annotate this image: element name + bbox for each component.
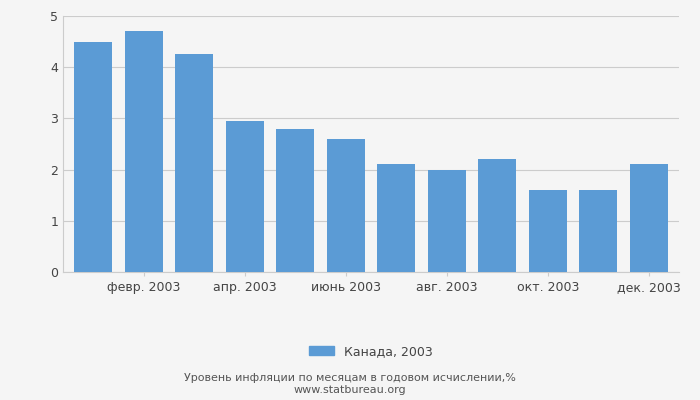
Bar <box>428 170 466 272</box>
Bar <box>377 164 415 272</box>
Bar <box>327 139 365 272</box>
Text: www.statbureau.org: www.statbureau.org <box>294 385 406 395</box>
Bar <box>226 121 264 272</box>
Bar <box>580 190 617 272</box>
Text: Уровень инфляции по месяцам в годовом исчислении,%: Уровень инфляции по месяцам в годовом ис… <box>184 373 516 383</box>
Bar <box>276 129 314 272</box>
Legend: Канада, 2003: Канада, 2003 <box>304 340 438 363</box>
Bar <box>630 164 668 272</box>
Bar <box>74 42 112 272</box>
Bar <box>478 159 516 272</box>
Bar <box>528 190 567 272</box>
Bar <box>125 31 162 272</box>
Bar <box>175 54 214 272</box>
